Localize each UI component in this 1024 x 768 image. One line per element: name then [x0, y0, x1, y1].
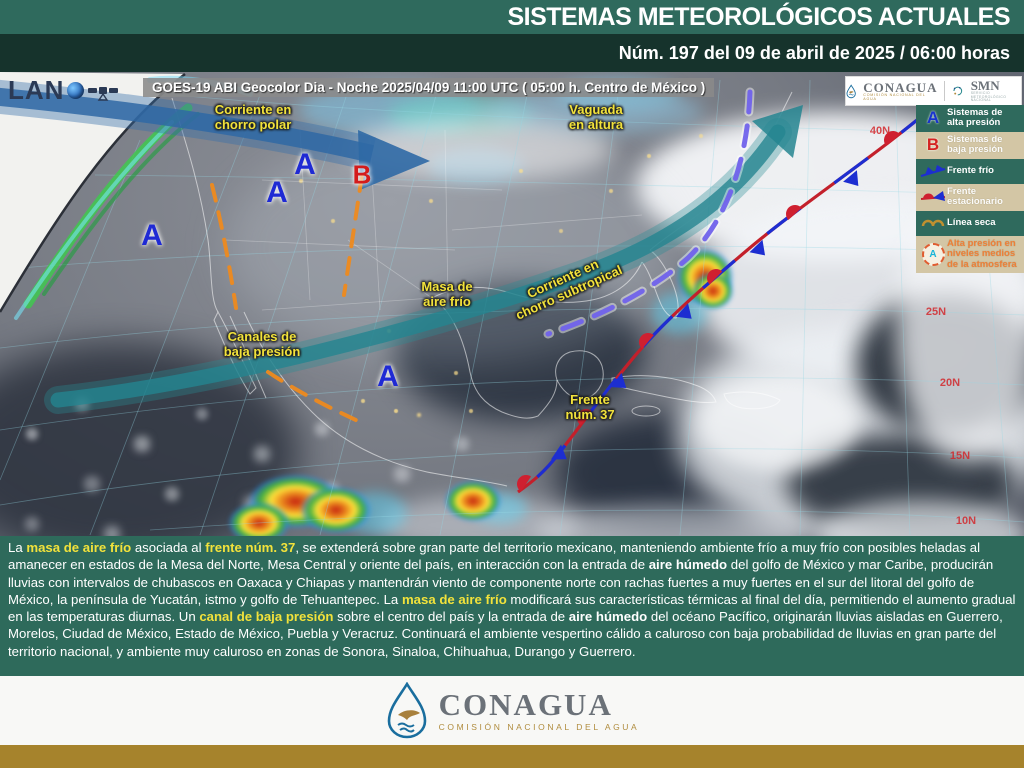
high-pressure-icon: A: [926, 108, 940, 128]
front-number-label: Frente núm. 37: [565, 392, 615, 422]
legend-item-dry-line: Línea seca: [916, 210, 1024, 236]
high-pressure-symbol: A: [141, 219, 163, 252]
bulletin-segment: , se extenderá sobre gran parte del terr…: [8, 540, 981, 573]
satellite-map: Corriente en chorro polar Vaguada en alt…: [0, 72, 1024, 536]
storm-cell: [444, 480, 502, 522]
lanot-logo: LAN: [8, 75, 121, 106]
high-pressure-symbol: A: [294, 148, 316, 181]
subheader-bar: Núm. 197 del 09 de abril de 2025 / 06:00…: [0, 34, 1024, 72]
mid-level-high-icon: A: [919, 242, 947, 266]
latitude-label: 10N: [955, 515, 977, 527]
storm-cell: [300, 486, 372, 534]
conagua-footer-logo: CONAGUA COMISIÓN NACIONAL DEL AGUA: [438, 686, 640, 733]
latitude-label: 40N: [869, 125, 891, 137]
cold-air-mass-label: Masa de aire frío: [421, 279, 473, 309]
subtropical-jet-arrow: [44, 105, 803, 414]
bulletin-panel: La masa de aire frío asociada al frente …: [0, 536, 1024, 676]
page-title: SISTEMAS METEOROLÓGICOS ACTUALES: [507, 3, 1010, 31]
globe-icon: [67, 82, 85, 99]
bulletin-segment: del golfo de México y mar Caribe, produc…: [8, 557, 994, 607]
cloud-blob: [395, 282, 645, 422]
bulletin-segment: masa de aire frío: [401, 591, 507, 607]
legend-item-high-pressure: A Sistemas de alta presión: [916, 105, 1024, 132]
cloud-blob: [698, 376, 858, 471]
dry-line-icon: [919, 217, 947, 229]
conagua-wordmark: CONAGUA: [863, 79, 938, 95]
divider: [944, 81, 946, 101]
bulletin-segment: aire húmedo: [648, 557, 728, 573]
legend-item-cold-front: Frente frío: [916, 158, 1024, 184]
conagua-logo: CONAGUA COMISIÓN NACIONAL DEL AGUA: [863, 81, 937, 101]
bulletin-segment: La: [8, 540, 27, 555]
latitude-label: 20N: [939, 377, 961, 389]
latitude-label: 15N: [949, 450, 971, 462]
conagua-subtitle: COMISIÓN NACIONAL DEL AGUA: [438, 722, 640, 733]
trough-line: [543, 87, 755, 339]
conagua-subtitle: COMISIÓN NACIONAL DEL AGUA: [863, 92, 926, 101]
bulletin-segment: modificará sus características térmicas …: [8, 591, 1016, 625]
conagua-wordmark: CONAGUA: [438, 686, 613, 722]
low-pressure-icon: B: [926, 135, 940, 155]
storm-cell: [228, 502, 290, 536]
polar-jet-arrow: [0, 79, 430, 190]
bulletin-segment: frente núm. 37: [205, 540, 296, 555]
map-annotations-svg: [0, 72, 1024, 536]
map-legend: A Sistemas de alta presión B Sistemas de…: [916, 105, 1024, 273]
cold-front-icon: [919, 164, 947, 178]
space-corner: [0, 72, 185, 312]
lanot-label: LAN: [8, 75, 65, 105]
earth-limb: [0, 73, 186, 313]
footer-gold-bar: [0, 745, 1024, 768]
smn-subtitle: SERVICIO METEOROLÓGICO NACIONAL: [970, 91, 1007, 103]
polar-jet-label: Corriente en chorro polar: [214, 102, 292, 132]
bulletin-segment: aire húmedo: [568, 609, 648, 625]
low-pressure-channels: [210, 173, 364, 424]
high-pressure-symbol: A: [266, 176, 288, 209]
high-pressure-symbol: A: [377, 360, 399, 393]
conagua-drop-icon: [387, 681, 426, 738]
smn-emblem-icon: [953, 86, 963, 96]
legend-item-stationary-front: Frente estacionario: [916, 183, 1024, 211]
satellite-icon: [88, 86, 119, 101]
bulletin-segment: sobre el centro del país y la entrada de: [333, 609, 569, 625]
bulletin-number: Núm. 197 del 09 de abril de 2025 / 06:00…: [618, 43, 1010, 63]
bulletin-segment: del océano Pacífico, originarán lluvias …: [8, 609, 1003, 659]
bulletin-segment: canal de baja presión: [199, 609, 334, 625]
front-line: [517, 104, 936, 494]
legend-item-low-pressure: B Sistemas de baja presión: [916, 131, 1024, 159]
latitude-label: 25N: [925, 306, 947, 318]
trough-label: Vaguada en altura: [568, 102, 624, 132]
smn-logo: SMN SERVICIO METEOROLÓGICO NACIONAL: [971, 79, 1021, 102]
conagua-drop-icon: [846, 84, 856, 99]
header-bar: SISTEMAS METEOROLÓGICOS ACTUALES: [0, 0, 1024, 34]
footer: CONAGUA COMISIÓN NACIONAL DEL AGUA: [0, 676, 1024, 745]
state-borders: [224, 129, 643, 311]
low-pressure-symbol: B: [352, 159, 372, 190]
bulletin-segment: masa de aire frío: [26, 540, 132, 555]
smn-wordmark: SMN: [970, 78, 1000, 94]
satellite-caption: GOES-19 ABI Geocolor Dia - Noche 2025/04…: [143, 78, 715, 97]
brand-box: CONAGUA COMISIÓN NACIONAL DEL AGUA SMN S…: [845, 76, 1022, 106]
legend-item-mid-level-high: A Alta presión en niveles medios de la a…: [916, 235, 1024, 273]
low-pressure-channels-label: Canales de baja presión: [223, 329, 301, 359]
stationary-front-icon: [919, 190, 947, 204]
bulletin-segment: asociada al: [131, 540, 206, 555]
coastlines: [171, 91, 793, 487]
bulletin-text: La masa de aire frío asociada al frente …: [0, 536, 1024, 660]
